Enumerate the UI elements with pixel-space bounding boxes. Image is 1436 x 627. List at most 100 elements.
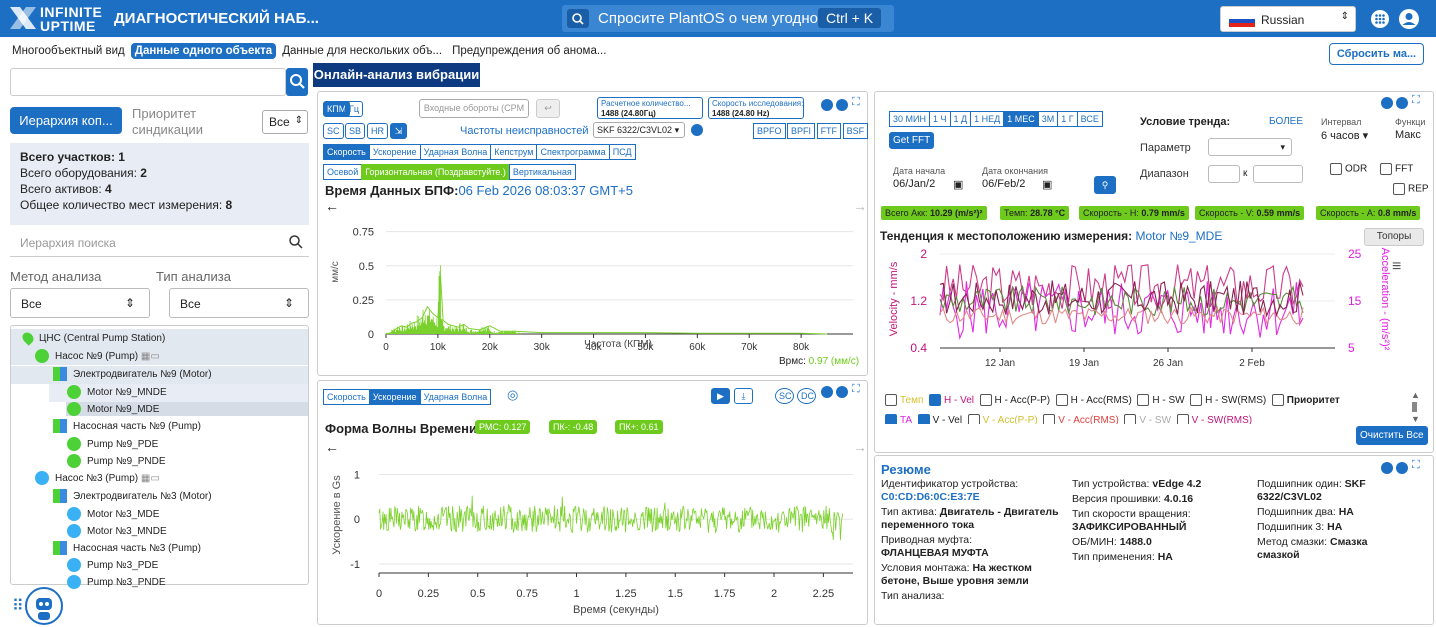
bpfi-button[interactable]: BPFI bbox=[787, 123, 816, 139]
range-1h[interactable]: 1 Ч bbox=[928, 111, 951, 127]
tab-acceleration[interactable]: Ускорение bbox=[368, 389, 421, 405]
legend-h-sw-rms[interactable]: H - SW(RMS) bbox=[1190, 394, 1266, 406]
tree-node-pump9-pnde[interactable]: Pump №9_PNDE bbox=[67, 453, 166, 471]
hierarchy-search-input[interactable]: Иерархия поиска bbox=[10, 229, 309, 257]
calendar-icon[interactable]: ▣ bbox=[953, 179, 964, 191]
collapse-icon[interactable] bbox=[1396, 97, 1408, 109]
interval-select[interactable]: 6 часов ▾ bbox=[1321, 130, 1369, 142]
infinite-uptime-logo[interactable]: INFINITE UPTIME bbox=[8, 3, 104, 34]
tree-node-motor9[interactable]: Электродвигатель №9 (Motor) bbox=[53, 366, 212, 384]
fullscreen-icon[interactable]: ⛶ bbox=[1412, 94, 1420, 106]
back-arrow-icon[interactable]: ← bbox=[325, 198, 339, 214]
tab-cepstrum[interactable]: Кепструм bbox=[490, 144, 538, 160]
range-30min[interactable]: 30 МИН bbox=[889, 111, 930, 127]
range-3m[interactable]: 3М bbox=[1037, 111, 1059, 127]
fullscreen-icon[interactable]: ⛶ bbox=[852, 96, 860, 108]
tree-node-motor9-mde[interactable]: Motor №9_MDE bbox=[67, 401, 159, 419]
tab-multi-object[interactable]: Многообъектный вид bbox=[12, 45, 125, 57]
clear-all-button[interactable]: Очистить Все bbox=[1356, 426, 1428, 445]
tree-node-pump9[interactable]: Насос №9 (Pump) ▦▭ bbox=[35, 348, 160, 366]
axes-button[interactable]: Топоры bbox=[1364, 228, 1424, 246]
minimize-icon[interactable] bbox=[1381, 97, 1393, 109]
range-max-input[interactable] bbox=[1253, 165, 1303, 183]
language-select[interactable]: Russian ⇕ bbox=[1220, 6, 1356, 32]
filter-sc-button[interactable]: SC bbox=[323, 123, 344, 139]
tab-psd[interactable]: ПСД bbox=[608, 144, 636, 160]
range-1m[interactable]: 1 МЕС bbox=[1003, 111, 1039, 127]
scroll-down-icon[interactable]: ▼ bbox=[1411, 414, 1420, 424]
tree-node-pump3-pnde[interactable]: Pump №3_PNDE bbox=[67, 574, 166, 592]
user-account-icon[interactable] bbox=[1398, 8, 1420, 30]
ftf-button[interactable]: FTF bbox=[816, 123, 842, 139]
legend-v-sw[interactable]: V - SW bbox=[1124, 414, 1171, 424]
bpfo-button[interactable]: BPFO bbox=[753, 123, 786, 139]
method-select[interactable]: Все ⇕ bbox=[10, 288, 150, 318]
filter-hr-button[interactable]: HR bbox=[367, 123, 388, 139]
signal-icon[interactable]: ◎ bbox=[507, 387, 519, 402]
range-1w[interactable]: 1 НЕД bbox=[970, 111, 1005, 127]
bsf-button[interactable]: BSF bbox=[842, 123, 869, 139]
assistant-bot-icon[interactable] bbox=[24, 586, 64, 626]
tab-velocity[interactable]: Скорость bbox=[323, 389, 370, 405]
refresh-icon[interactable] bbox=[691, 124, 703, 136]
legend-ta[interactable]: TA bbox=[885, 414, 912, 424]
dc-button[interactable]: DC bbox=[797, 388, 816, 404]
legend-temp[interactable]: Темп bbox=[885, 394, 923, 406]
tab-axial[interactable]: Осевой bbox=[323, 164, 363, 180]
tree-node-pump9-pde[interactable]: Pump №9_PDE bbox=[67, 436, 158, 454]
reset-button[interactable]: Сбросить ма... bbox=[1329, 43, 1424, 65]
download-icon[interactable]: ⤓ bbox=[734, 388, 753, 404]
tree-node-motor3-mde[interactable]: Motor №3_MDE bbox=[67, 506, 159, 524]
tree-node-pump3[interactable]: Насос №3 (Pump) ▦▭ bbox=[35, 470, 160, 488]
legend-h-acc-rms[interactable]: H - Acc(RMS) bbox=[1055, 394, 1132, 406]
legend-v-acc-rms[interactable]: V - Acc(RMS) bbox=[1043, 414, 1119, 424]
fft-checkbox[interactable]: FFT bbox=[1380, 163, 1413, 175]
odr-checkbox[interactable]: ODR bbox=[1330, 163, 1367, 175]
minimize-icon[interactable] bbox=[821, 386, 833, 398]
legend-h-sw[interactable]: H - SW bbox=[1137, 394, 1185, 406]
priority-select[interactable]: Все ⇕ bbox=[262, 110, 308, 134]
get-fft-button[interactable]: Get FFT bbox=[889, 132, 935, 149]
tree-node-motor3[interactable]: Электродвигатель №3 (Motor) bbox=[53, 488, 212, 506]
legend-h-acc-pp[interactable]: H - Acc(P-P) bbox=[979, 394, 1050, 406]
unit-cpm-button[interactable]: КПМ bbox=[323, 101, 351, 117]
tab-spectrogram[interactable]: Спектрограмма bbox=[536, 144, 610, 160]
forward-arrow-icon[interactable]: → bbox=[853, 198, 867, 214]
sidebar-search-button[interactable] bbox=[286, 68, 308, 96]
unit-hz-button[interactable]: Гц bbox=[345, 101, 364, 117]
drag-handle-icon[interactable]: ⠿ bbox=[12, 598, 24, 615]
minimize-icon[interactable] bbox=[1381, 462, 1393, 474]
sc-button[interactable]: SC bbox=[775, 388, 794, 404]
apps-grid-icon[interactable] bbox=[1370, 9, 1390, 29]
tree-node-motor3-mnde[interactable]: Motor №3_MNDE bbox=[67, 523, 167, 541]
tab-horizontal[interactable]: Горизонтальная (Поздравстуйте.) bbox=[361, 164, 510, 180]
legend-v-vel[interactable]: V - Vel bbox=[917, 414, 962, 424]
range-all[interactable]: ВСЕ bbox=[1076, 111, 1103, 127]
collapse-icon[interactable] bbox=[836, 386, 848, 398]
app-title[interactable]: ДИАГНОСТИЧЕСКИЙ НАБ... bbox=[114, 10, 319, 27]
end-date-input[interactable]: 06/Feb/2 bbox=[982, 178, 1026, 190]
search-icon[interactable]: ⚲ bbox=[1094, 176, 1116, 194]
global-search[interactable]: Спросите PlantOS о чем угодно Ctrl + K bbox=[562, 5, 894, 32]
fullscreen-icon[interactable]: ⛶ bbox=[1412, 459, 1420, 471]
tab-vertical[interactable]: Вертикальная bbox=[508, 164, 576, 180]
tree-node-pump3-pde[interactable]: Pump №3_PDE bbox=[67, 557, 158, 575]
cursor-tool-icon[interactable]: ⇲ bbox=[390, 123, 407, 139]
tab-acceleration[interactable]: Ускорение bbox=[368, 144, 421, 160]
legend-h-vel[interactable]: H - Vel bbox=[928, 394, 974, 406]
input-rpm-field[interactable]: Входные обороты (CPM bbox=[419, 99, 529, 118]
collapse-icon[interactable] bbox=[1396, 462, 1408, 474]
legend-v-sw-rms[interactable]: V - SW(RMS) bbox=[1176, 414, 1252, 424]
tab-velocity[interactable]: Скорость bbox=[323, 144, 370, 160]
calendar-icon[interactable]: ▣ bbox=[1042, 179, 1053, 191]
sidebar-search-input[interactable] bbox=[10, 68, 286, 96]
forward-arrow-icon[interactable]: → bbox=[853, 439, 867, 455]
tab-shockwave[interactable]: Ударная Волна bbox=[419, 144, 492, 160]
tab-single-object[interactable]: Данные одного объекта bbox=[130, 43, 277, 59]
fft-chart[interactable]: 0 0.25 0.5 0.75 0 10k 20k 30k 40k 50k 60k 70k 80k мм/… bbox=[318, 212, 867, 352]
play-icon[interactable]: ▶ bbox=[711, 388, 730, 404]
range-1d[interactable]: 1 Д bbox=[949, 111, 972, 127]
back-arrow-icon[interactable]: ← bbox=[325, 439, 339, 455]
function-select[interactable]: Макс bbox=[1395, 129, 1421, 141]
